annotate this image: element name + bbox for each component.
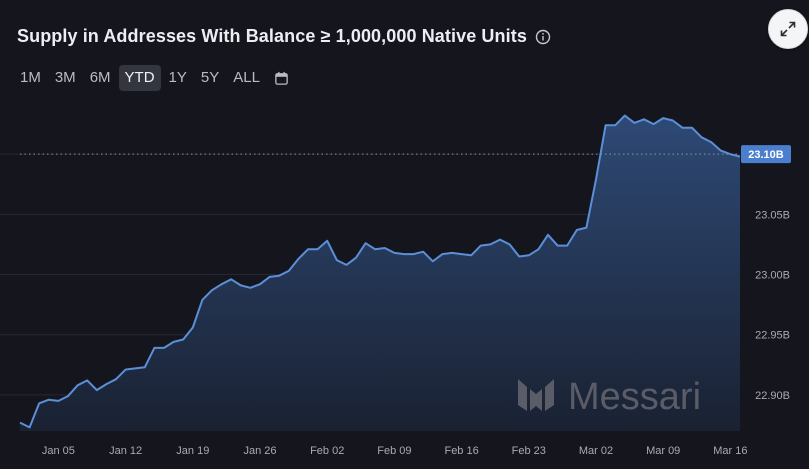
- x-tick-label: Mar 09: [646, 445, 680, 457]
- series-line: [19, 114, 741, 429]
- y-tick-label: 23.00B: [755, 270, 790, 282]
- y-tick-label: 22.95B: [755, 330, 790, 342]
- range-1y[interactable]: 1Y: [168, 69, 187, 86]
- watermark-text: Messari: [568, 376, 701, 418]
- x-tick-label: Feb 02: [310, 445, 344, 457]
- current-value-label: 23.10B: [748, 149, 784, 161]
- x-tick-label: Jan 05: [42, 445, 75, 457]
- date-picker-button[interactable]: [268, 67, 295, 90]
- x-tick-label: Mar 02: [579, 445, 613, 457]
- range-6m[interactable]: 6M: [89, 69, 111, 86]
- range-ytd[interactable]: YTD: [118, 65, 161, 91]
- x-tick-label: Feb 09: [377, 445, 411, 457]
- area-fill: [20, 115, 740, 431]
- chart-header: Supply in Addresses With Balance ≥ 1,000…: [17, 26, 551, 47]
- x-tick-label: Jan 12: [109, 445, 142, 457]
- range-1m[interactable]: 1M: [20, 69, 41, 86]
- time-range-selector: 1M 3M 6M YTD 1Y 5Y ALL: [14, 65, 295, 91]
- page-title: Supply in Addresses With Balance ≥ 1,000…: [17, 26, 527, 46]
- x-tick-label: Jan 19: [176, 445, 209, 457]
- messari-logo: Messari: [518, 376, 701, 418]
- info-icon[interactable]: [535, 29, 551, 45]
- range-3m[interactable]: 3M: [54, 69, 76, 86]
- x-tick-label: Feb 16: [444, 445, 478, 457]
- expand-button[interactable]: [768, 9, 808, 49]
- y-tick-label: 22.90B: [755, 390, 790, 402]
- expand-icon: [780, 21, 796, 37]
- area-chart[interactable]: Messari 22.90B 22.95B 23.00B 23.05B Jan 05 J…: [0, 100, 809, 469]
- range-all[interactable]: ALL: [233, 69, 260, 86]
- x-tick-label: Jan 26: [243, 445, 276, 457]
- y-tick-label: 23.05B: [755, 209, 790, 221]
- current-value-badge: 23.10B: [741, 145, 791, 164]
- calendar-icon: [275, 71, 288, 85]
- range-5y[interactable]: 5Y: [200, 69, 220, 86]
- chart-area[interactable]: Messari 22.90B 22.95B 23.00B 23.05B Jan 05 J…: [0, 100, 809, 469]
- x-tick-label: Mar 16: [713, 445, 747, 457]
- x-tick-label: Feb 23: [512, 445, 546, 457]
